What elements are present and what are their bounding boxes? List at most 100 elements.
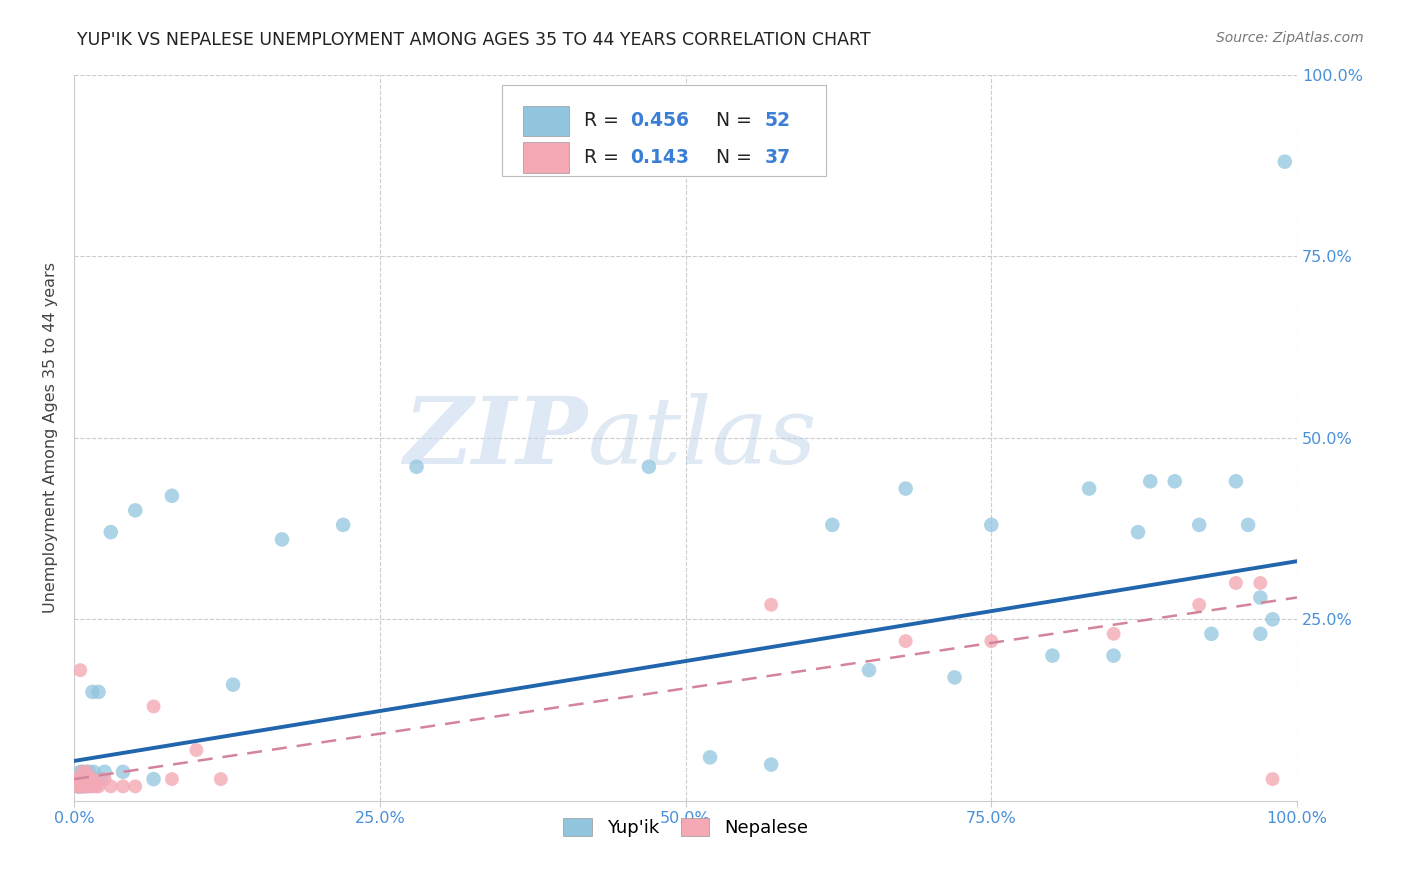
Point xyxy=(67,772,90,786)
Point xyxy=(1249,576,1271,591)
Point xyxy=(72,764,94,779)
Point xyxy=(69,663,91,677)
Point xyxy=(66,772,89,786)
Point xyxy=(75,772,97,786)
Point xyxy=(93,764,115,779)
Point xyxy=(1188,598,1211,612)
Text: N =: N = xyxy=(704,112,758,130)
Point xyxy=(73,772,96,786)
Point xyxy=(1249,591,1271,605)
Point xyxy=(75,764,97,779)
Point xyxy=(77,772,100,786)
Point xyxy=(124,503,146,517)
Point xyxy=(980,517,1002,532)
Text: 37: 37 xyxy=(765,148,792,167)
Point xyxy=(142,699,165,714)
Point xyxy=(894,482,917,496)
Point xyxy=(1102,627,1125,641)
Point xyxy=(80,772,103,786)
Point xyxy=(69,780,91,794)
Point xyxy=(75,764,97,779)
Text: YUP'IK VS NEPALESE UNEMPLOYMENT AMONG AGES 35 TO 44 YEARS CORRELATION CHART: YUP'IK VS NEPALESE UNEMPLOYMENT AMONG AG… xyxy=(77,31,870,49)
Point xyxy=(79,772,101,786)
Point xyxy=(1274,154,1296,169)
Text: atlas: atlas xyxy=(588,392,817,483)
Point xyxy=(943,670,966,684)
Point xyxy=(72,772,94,786)
Point xyxy=(72,764,94,779)
Text: 0.456: 0.456 xyxy=(630,112,689,130)
Point xyxy=(142,772,165,786)
Point xyxy=(72,780,94,794)
Point xyxy=(82,780,104,794)
Point xyxy=(77,764,100,779)
Point xyxy=(1078,482,1101,496)
Point xyxy=(1042,648,1064,663)
Point xyxy=(75,772,97,786)
Point xyxy=(1102,648,1125,663)
Point xyxy=(637,459,659,474)
Point xyxy=(699,750,721,764)
Point xyxy=(1225,475,1247,489)
Point xyxy=(69,772,91,786)
Point xyxy=(73,772,96,786)
Point xyxy=(124,780,146,794)
Point xyxy=(1237,517,1260,532)
FancyBboxPatch shape xyxy=(502,86,827,177)
Point xyxy=(894,634,917,648)
Point xyxy=(405,459,427,474)
Text: 52: 52 xyxy=(765,112,792,130)
Point xyxy=(759,598,782,612)
Point xyxy=(980,634,1002,648)
Point xyxy=(93,772,115,786)
Point xyxy=(100,780,122,794)
Point xyxy=(100,525,122,540)
Point xyxy=(1188,517,1211,532)
Legend: Yup'ik, Nepalese: Yup'ik, Nepalese xyxy=(555,810,815,844)
Point xyxy=(1249,627,1271,641)
Text: R =: R = xyxy=(583,148,624,167)
Point xyxy=(271,533,294,547)
Point xyxy=(1225,576,1247,591)
Point xyxy=(90,772,112,786)
Point xyxy=(83,772,105,786)
Point xyxy=(84,772,107,786)
Text: N =: N = xyxy=(704,148,758,167)
Text: ZIP: ZIP xyxy=(404,392,588,483)
Point xyxy=(87,685,110,699)
Point xyxy=(84,780,107,794)
Point xyxy=(332,517,354,532)
Point xyxy=(76,780,98,794)
Point xyxy=(222,678,245,692)
Point xyxy=(70,772,93,786)
Point xyxy=(209,772,232,786)
Point xyxy=(87,780,110,794)
FancyBboxPatch shape xyxy=(523,105,569,136)
Point xyxy=(111,764,134,779)
Point xyxy=(66,780,89,794)
Text: Source: ZipAtlas.com: Source: ZipAtlas.com xyxy=(1216,31,1364,45)
Point xyxy=(82,685,104,699)
Point xyxy=(858,663,880,677)
Point xyxy=(111,780,134,794)
Point xyxy=(76,772,98,786)
Point xyxy=(186,743,208,757)
Point xyxy=(160,489,183,503)
Point xyxy=(70,780,93,794)
Point xyxy=(75,780,97,794)
Point xyxy=(75,772,97,786)
Point xyxy=(1201,627,1223,641)
FancyBboxPatch shape xyxy=(523,143,569,173)
Text: 0.143: 0.143 xyxy=(630,148,689,167)
Point xyxy=(73,780,96,794)
Point xyxy=(83,764,105,779)
Point xyxy=(1139,475,1161,489)
Point xyxy=(160,772,183,786)
Point xyxy=(69,764,91,779)
Point xyxy=(67,780,90,794)
Point xyxy=(66,780,89,794)
Y-axis label: Unemployment Among Ages 35 to 44 years: Unemployment Among Ages 35 to 44 years xyxy=(44,262,58,613)
Point xyxy=(759,757,782,772)
Text: R =: R = xyxy=(583,112,624,130)
Point xyxy=(1261,772,1284,786)
